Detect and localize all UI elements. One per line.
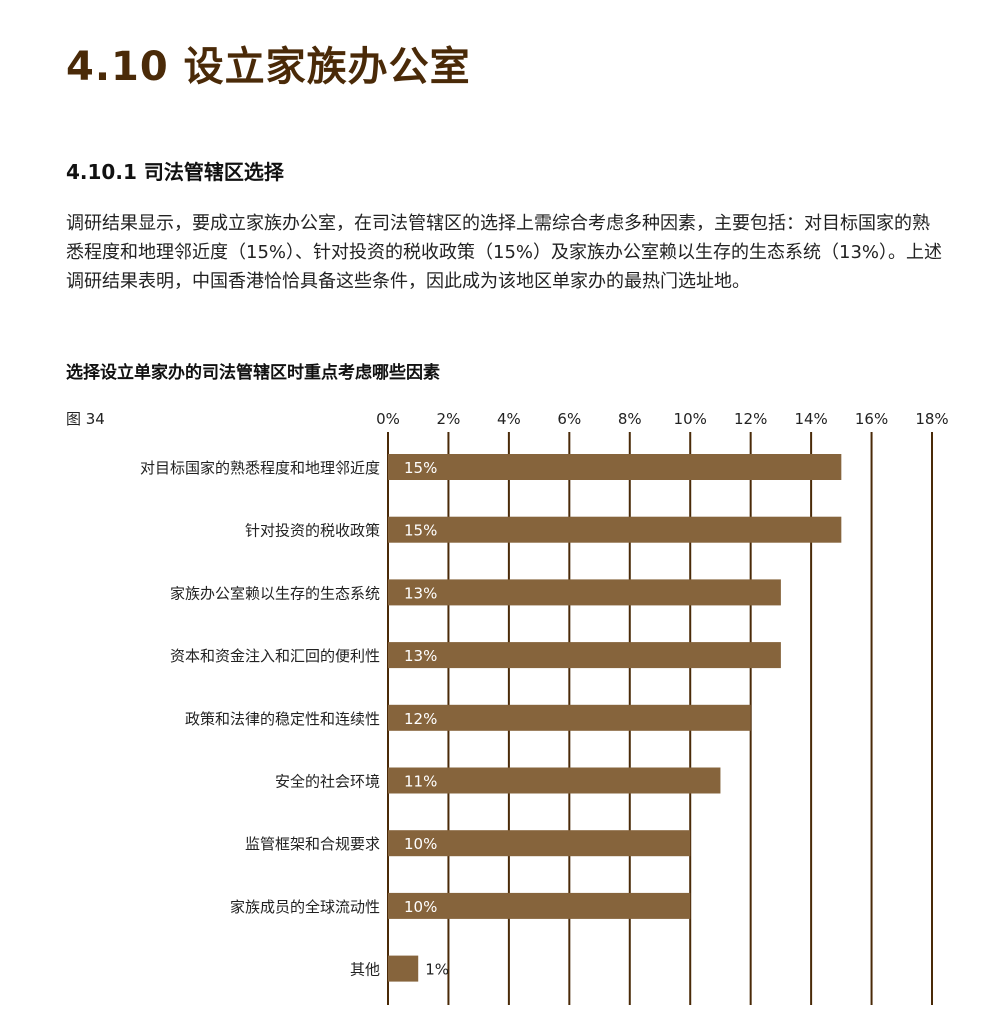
chart-title: 选择设立单家办的司法管辖区时重点考虑哪些因素 <box>66 363 440 383</box>
data-label: 11% <box>404 773 437 791</box>
body-paragraph: 调研结果显示，要成立家族办公室，在司法管辖区的选择上需综合考虑多种因素，主要包括… <box>66 213 943 292</box>
bar <box>388 579 781 606</box>
tick-label: 14% <box>794 410 827 428</box>
category-label: 家族成员的全球流动性 <box>230 898 380 916</box>
category-label: 政策和法律的稳定性和连续性 <box>185 710 380 728</box>
bar <box>388 767 721 794</box>
page-title: 4.10 设立家族办公室 <box>66 44 471 90</box>
bar <box>388 830 691 857</box>
tick-label: 16% <box>855 410 888 428</box>
bar <box>388 704 751 731</box>
category-label: 家族办公室赖以生存的生态系统 <box>170 584 380 602</box>
tick-label: 10% <box>674 410 707 428</box>
tick-label: 8% <box>618 410 642 428</box>
data-label: 1% <box>425 961 449 979</box>
tick-label: 6% <box>557 410 581 428</box>
category-label: 安全的社会环境 <box>275 773 380 791</box>
section-title: 4.10.1 司法管辖区选择 <box>66 160 284 184</box>
bar <box>388 642 781 669</box>
category-label: 对目标国家的熟悉程度和地理邻近度 <box>140 459 380 477</box>
tick-label: 12% <box>734 410 767 428</box>
bar <box>388 516 842 543</box>
bar <box>388 892 691 919</box>
tick-label: 4% <box>497 410 521 428</box>
bar <box>388 454 842 480</box>
figure-label: 图 34 <box>66 410 105 428</box>
tick-label: 18% <box>915 410 948 428</box>
bar <box>388 955 419 982</box>
data-label: 13% <box>404 584 437 602</box>
data-label: 12% <box>404 710 437 728</box>
tick-label: 2% <box>437 410 461 428</box>
data-label: 15% <box>404 459 437 477</box>
category-label: 针对投资的税收政策 <box>245 522 380 540</box>
data-label: 10% <box>404 898 437 916</box>
category-label: 监管框架和合规要求 <box>245 835 380 853</box>
tick-label: 0% <box>376 410 400 428</box>
data-label: 13% <box>404 647 437 665</box>
data-label: 10% <box>404 835 437 853</box>
category-label: 资本和资金注入和汇回的便利性 <box>170 647 380 665</box>
category-label: 其他 <box>350 961 380 979</box>
data-label: 15% <box>404 522 437 540</box>
